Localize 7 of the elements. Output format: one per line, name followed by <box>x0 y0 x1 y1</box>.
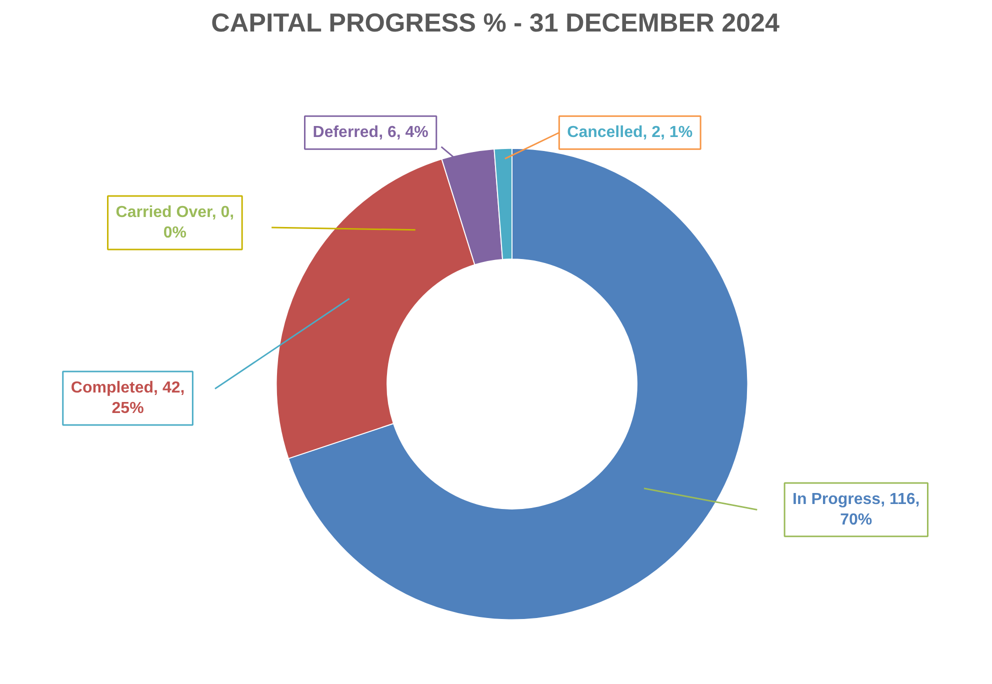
category-label: Carried Over, 0, <box>116 204 234 222</box>
slice-label: In Progress, 116, 70% <box>792 491 920 528</box>
chart-title: CAPITAL PROGRESS % - 31 DECEMBER 2024 <box>211 8 780 38</box>
text: 0% <box>163 224 186 242</box>
slice-label: Completed, 42, 25% <box>70 380 185 417</box>
slice-label: Deferred, 6, 4% <box>312 124 428 142</box>
slice-label: Cancelled, 2, 1% <box>567 124 693 142</box>
